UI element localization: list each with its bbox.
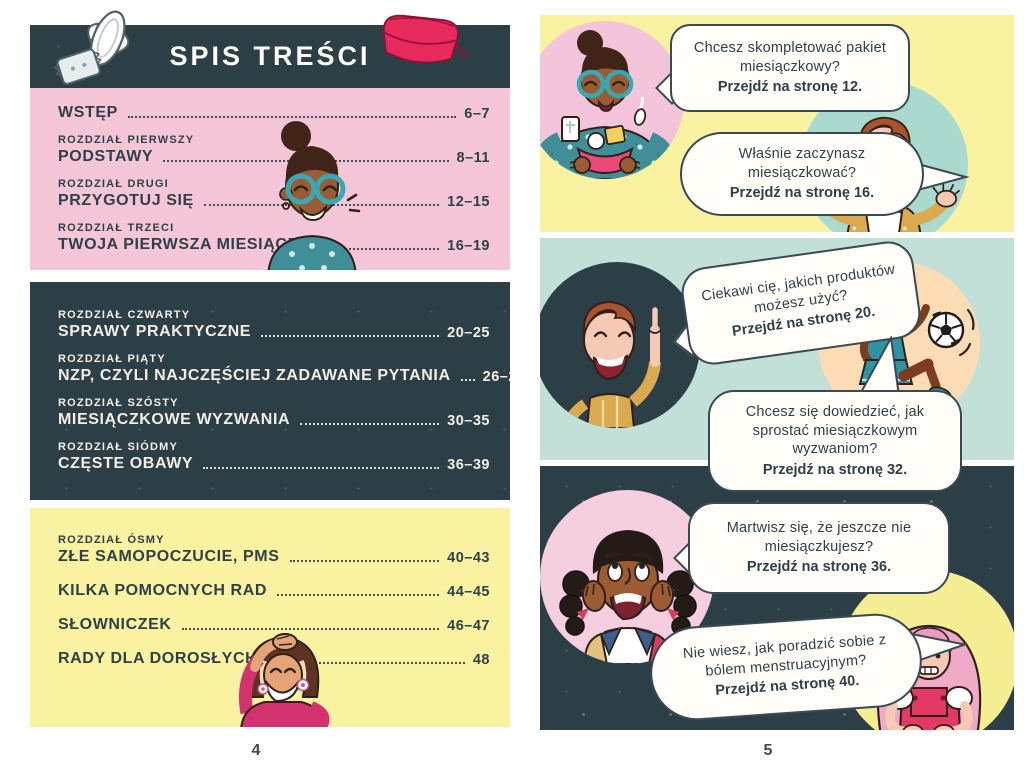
girl-worried-braids-illustration <box>559 530 697 664</box>
character-circle <box>540 490 714 664</box>
toc-section-yellow: ROZDZIAŁ ÓSMY ZŁE SAMOPOCZUCIE, PMS 40–43… <box>30 508 510 727</box>
dotted-leader <box>203 467 440 469</box>
entry-pages: 20–25 <box>447 325 490 341</box>
chapter-label: ROZDZIAŁ PIERWSZY <box>58 134 195 146</box>
girl-holding-kit-illustration <box>540 30 674 179</box>
entry-title: SŁOWNICZEK <box>58 616 172 633</box>
dotted-leader <box>277 594 440 596</box>
bubble-question: Chcesz skompletować pakiet miesiączkowy? <box>693 40 887 75</box>
entry-title: TWOJA PIERWSZA MIESIĄCZKA <box>58 236 323 253</box>
toc-entry: ROZDZIAŁ CZWARTY SPRAWY PRAKTYCZNE 20–25 <box>58 309 490 341</box>
chapter-label: ROZDZIAŁ DRUGI <box>58 178 169 190</box>
woman-bob-flower-illustration <box>239 633 330 727</box>
entry-pages: 26–29 <box>482 369 510 385</box>
flower-earring <box>296 678 310 692</box>
toc-section-dark: ROZDZIAŁ CZWARTY SPRAWY PRAKTYCZNE 20–25 … <box>30 282 510 500</box>
toc-entry: WSTĘP 6–7 <box>58 104 490 122</box>
entry-pages: 12–15 <box>447 194 490 210</box>
speech-bubble: Martwisz się, że jeszcze nie miesiączkuj… <box>673 502 950 594</box>
toc-entry: ROZDZIAŁ TRZECI TWOJA PIERWSZA MIESIĄCZK… <box>58 222 490 254</box>
toc-entry: RADY DLA DOROSŁYCH 48 <box>58 650 490 668</box>
entry-title: PODSTAWY <box>58 148 154 165</box>
dotted-leader <box>127 116 457 118</box>
chapter-label: ROZDZIAŁ PIĄTY <box>58 353 166 365</box>
bubble-action: Przejdź na stronę 32. <box>762 461 908 478</box>
sanitary-pad-icon <box>53 10 130 85</box>
speech-bubble: Właśnie zaczynasz miesiączkować? Przejdź… <box>680 132 970 216</box>
flower-earring <box>257 683 269 695</box>
chapter-label: ROZDZIAŁ TRZECI <box>58 222 175 234</box>
entry-pages: 36–39 <box>447 457 490 473</box>
entry-title: ZŁE SAMOPOCZUCIE, PMS <box>58 548 280 565</box>
speech-bubble: Chcesz skompletować pakiet miesiączkowy?… <box>655 24 910 112</box>
toc-entry: KILKA POMOCNYCH RAD 44–45 <box>58 582 490 600</box>
dotted-leader <box>267 662 465 664</box>
toc-entry: SŁOWNICZEK 46–47 <box>58 616 490 634</box>
dotted-leader <box>261 335 440 337</box>
dotted-leader <box>332 248 440 250</box>
chapter-label: ROZDZIAŁ SIÓDMY <box>58 441 179 453</box>
entry-pages: 48 <box>472 652 490 668</box>
dotted-leader <box>181 628 440 630</box>
toc-entry: ROZDZIAŁ DRUGI PRZYGOTUJ SIĘ 12–15 <box>58 178 490 210</box>
entry-pages: 16–19 <box>447 238 490 254</box>
page-title: SPIS TREŚCI <box>169 41 371 71</box>
toc-section-pink: WSTĘP 6–7 ROZDZIAŁ PIERWSZY PODSTAWY 8–11 … <box>30 88 510 270</box>
entry-pages: 40–43 <box>447 550 490 566</box>
bubble-question: Właśnie zaczynasz miesiączkować? <box>738 146 866 181</box>
entry-title: CZĘSTE OBAWY <box>58 455 194 472</box>
chapter-label: ROZDZIAŁ CZWARTY <box>58 309 191 321</box>
entry-title: MIESIĄCZKOWE WYZWANIA <box>58 411 291 428</box>
pouch-icon <box>382 14 467 64</box>
toc-entry: ROZDZIAŁ SIÓDMY CZĘSTE OBAWY 36–39 <box>58 441 490 473</box>
bubble-action: Przejdź na stronę 16. <box>729 185 875 202</box>
entry-title: KILKA POMOCNYCH RAD <box>58 582 268 599</box>
toc-entry: ROZDZIAŁ ÓSMY ZŁE SAMOPOCZUCIE, PMS 40–43 <box>58 534 490 566</box>
character-circle <box>540 21 684 179</box>
wrapped-pad-icon <box>53 48 102 85</box>
bubble-question: Martwisz się, że jeszcze nie miesiączkuj… <box>726 520 912 555</box>
dotted-leader <box>300 423 440 425</box>
right-page-number: 5 <box>763 742 773 759</box>
toc-entry: ROZDZIAŁ SZÓSTY MIESIĄCZKOWE WYZWANIA 30–… <box>58 397 490 429</box>
bubble-tail <box>857 336 901 397</box>
entry-pages: 46–47 <box>447 618 490 634</box>
dotted-leader <box>289 560 440 562</box>
entry-pages: 44–45 <box>447 584 490 600</box>
character-circle <box>540 262 700 428</box>
speech-bubble: Nie wiesz, jak poradzić sobie z bólem me… <box>647 610 969 724</box>
entry-pages: 8–11 <box>456 150 490 166</box>
toc-entry: ROZDZIAŁ PIĄTY NZP, CZYLI NAJCZĘŚCIEJ ZA… <box>58 353 510 385</box>
comic-page: Chcesz skompletować pakiet miesiączkowy?… <box>512 0 1024 768</box>
girl-glasses-bun-illustration <box>267 121 361 270</box>
entry-pages: 6–7 <box>464 106 490 122</box>
entry-pages: 30–35 <box>447 413 490 429</box>
entry-title: PRZYGOTUJ SIĘ <box>58 192 194 209</box>
entry-title: NZP, CZYLI NAJCZĘŚCIEJ ZADAWANE PYTANIA <box>58 367 451 384</box>
chapter-label: ROZDZIAŁ SZÓSTY <box>58 397 179 409</box>
left-page-number: 4 <box>251 742 261 759</box>
dotted-leader <box>460 379 475 381</box>
bubble-action: Przejdź na stronę 36. <box>746 559 892 576</box>
entry-title: RADY DLA DOROSŁYCH <box>58 650 258 667</box>
entry-title: WSTĘP <box>58 104 118 121</box>
toc-page: SPIS TREŚCI WSTĘP 6–7 ROZDZIA <box>30 10 510 759</box>
entry-title: SPRAWY PRAKTYCZNE <box>58 323 252 340</box>
person-pointing-illustration <box>561 301 662 428</box>
soccer-ball <box>927 311 965 349</box>
bubble-action: Przejdź na stronę 12. <box>717 79 863 96</box>
bubble-question: Chcesz się dowiedzieć, jak sprostać mies… <box>745 404 925 458</box>
chapter-label: ROZDZIAŁ ÓSMY <box>58 534 165 546</box>
speech-bubble: Chcesz się dowiedzieć, jak sprostać mies… <box>708 336 962 493</box>
